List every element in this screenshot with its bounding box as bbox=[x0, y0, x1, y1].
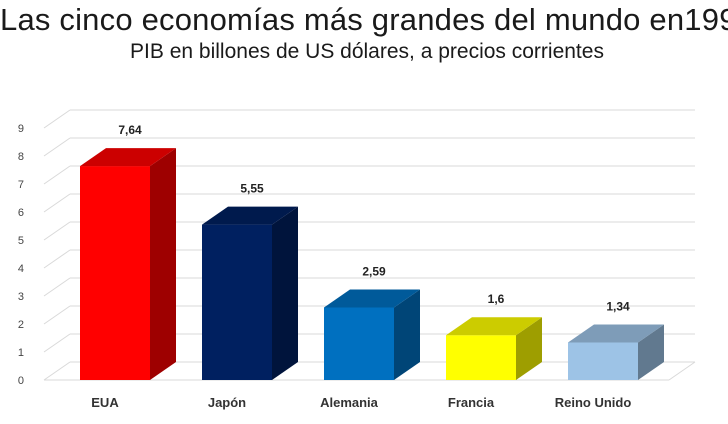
data-label: 5,55 bbox=[240, 182, 264, 196]
bar-top bbox=[324, 289, 420, 308]
x-tick-label: Alemania bbox=[320, 395, 379, 410]
bar bbox=[202, 224, 272, 380]
gridline-side bbox=[43, 109, 71, 129]
gridline-side bbox=[43, 221, 71, 241]
bar-top bbox=[568, 324, 664, 343]
y-tick-label: 0 bbox=[18, 375, 24, 387]
gridline-side bbox=[43, 277, 71, 297]
gridline-side bbox=[43, 333, 71, 353]
bar bbox=[446, 335, 516, 380]
bar-top bbox=[446, 317, 542, 336]
y-tick-label: 1 bbox=[18, 347, 24, 359]
gridline-side bbox=[43, 305, 71, 325]
chart-title: Las cinco economías más grandes del mund… bbox=[0, 2, 728, 37]
x-tick-label: Japón bbox=[208, 395, 246, 410]
chart-subtitle: PIB en billones de US dólares, a precios… bbox=[130, 40, 604, 63]
data-label: 7,64 bbox=[118, 123, 142, 137]
gridline-side bbox=[43, 249, 71, 269]
x-tick-label: Francia bbox=[448, 395, 495, 410]
y-tick-label: 8 bbox=[18, 151, 24, 163]
y-tick-label: 7 bbox=[18, 179, 24, 191]
x-tick-label: Reino Unido bbox=[555, 395, 632, 410]
gridline-side bbox=[43, 193, 71, 213]
y-tick-label: 5 bbox=[18, 235, 24, 247]
gridline-side bbox=[43, 137, 71, 157]
bar-side bbox=[638, 324, 664, 380]
bar bbox=[324, 307, 394, 380]
y-tick-label: 6 bbox=[18, 207, 24, 219]
x-tick-label: EUA bbox=[91, 395, 119, 410]
data-label: 1,34 bbox=[606, 299, 630, 313]
gridline-side bbox=[43, 361, 71, 381]
bar bbox=[568, 342, 638, 380]
y-tick-label: 3 bbox=[18, 291, 24, 303]
bar-side bbox=[272, 206, 298, 380]
data-label: 2,59 bbox=[362, 264, 386, 278]
bar bbox=[80, 166, 150, 380]
y-tick-label: 4 bbox=[18, 263, 24, 275]
floor-line bbox=[668, 361, 696, 381]
data-label: 1,6 bbox=[488, 292, 505, 306]
bar-side bbox=[394, 289, 420, 380]
y-tick-label: 9 bbox=[18, 123, 24, 135]
gridline-side bbox=[43, 165, 71, 185]
bar-side bbox=[150, 148, 176, 380]
y-tick-label: 2 bbox=[18, 319, 24, 331]
bar-top bbox=[202, 206, 298, 225]
bar-side bbox=[516, 317, 542, 380]
bar-top bbox=[80, 148, 176, 167]
